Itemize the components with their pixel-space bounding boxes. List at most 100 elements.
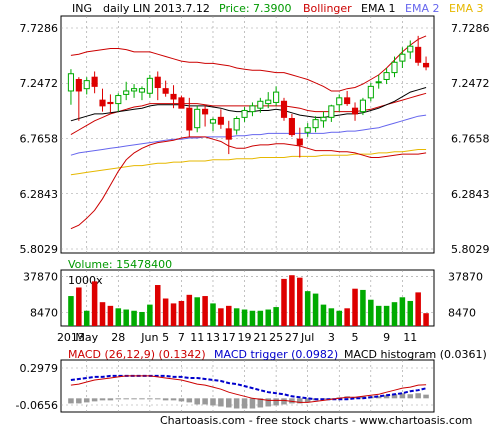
ema1-legend: EMA 1 (361, 2, 395, 15)
price-tick-right: 7.2472 (451, 77, 490, 90)
candle-body (138, 88, 146, 93)
macd-histogram-bar (241, 398, 248, 409)
macd-histogram-bar (178, 398, 185, 402)
candle-body (359, 99, 366, 113)
volume-bar (91, 281, 98, 326)
volume-bar (107, 305, 114, 326)
macd-histogram-bar (210, 398, 216, 406)
macd-histogram-bar (226, 398, 232, 408)
indicator-lines (70, 35, 427, 230)
volume-panel-frame (60, 269, 435, 327)
volume-bar (99, 302, 106, 326)
macd-histogram-bar (91, 398, 98, 402)
macd-histogram-bar (297, 398, 303, 404)
candle-body (154, 76, 161, 89)
candle-body (83, 80, 90, 90)
volume-bar (281, 278, 287, 326)
footer-text: Chartoasis.com - free stock charts - www… (160, 414, 472, 427)
volume-bar (210, 303, 216, 326)
candle-body (233, 118, 240, 131)
candle-body (422, 62, 430, 68)
candle-body (217, 116, 224, 125)
volume-label: Volume: 15478400 (68, 258, 172, 271)
candle-body (375, 81, 382, 84)
candle-body (107, 101, 114, 105)
x-tick-label: 11 (190, 331, 204, 344)
volume-bar (226, 305, 232, 326)
ema2-legend: EMA 2 (405, 2, 439, 15)
candle-body (162, 88, 169, 94)
candle-body (320, 116, 327, 122)
volume-bar (304, 291, 311, 326)
volume-bar (202, 296, 208, 326)
macd-histogram-bar (162, 398, 169, 401)
macd-histogram-bar (352, 397, 358, 399)
price-label: Price: 7.3900 (219, 2, 292, 15)
volume-bar (320, 304, 327, 326)
macd-histogram-bar (107, 398, 114, 401)
macd-histogram-bar (131, 398, 137, 400)
x-tick-label: 17 (222, 331, 236, 344)
x-tick-label: 3 (328, 331, 335, 344)
x-tick-label: Jun (140, 331, 158, 344)
macd-histogram-bar (415, 393, 421, 399)
volume-bar (375, 305, 382, 326)
price-tick-left: 7.7286 (20, 22, 59, 35)
price-tick-right: 7.7286 (451, 22, 490, 35)
candle-body (304, 127, 311, 133)
candle-body (344, 97, 351, 105)
macd-legend: MACD (26,12,9) (0.1342) (68, 348, 206, 361)
x-tick-label: 19 (238, 331, 252, 344)
macd-trigger-legend: MACD trigger (0.0982) (214, 348, 338, 361)
candle-body (391, 61, 398, 74)
volume-bar (241, 309, 248, 326)
ema3-legend: EMA 3 (449, 2, 483, 15)
volume-bar (162, 298, 169, 326)
candle-body (123, 90, 130, 95)
macd-histogram-bar (375, 396, 382, 399)
x-tick-label: 7 (178, 331, 185, 344)
volume-bar (297, 277, 303, 326)
candle-body (131, 88, 138, 92)
macd-histogram-bar (186, 398, 193, 403)
macd-histogram-bar (154, 398, 161, 400)
bollinger-mid-line (70, 92, 427, 136)
price-axis: 7.7286 7.7286 7.2472 7.2472 6.7658 6.7658 6.28… (20, 22, 490, 256)
x-tick-label: 28 (111, 331, 125, 344)
volume-bar (178, 300, 185, 326)
x-tick-label: 5 (162, 331, 169, 344)
candle-body (209, 119, 217, 124)
volume-unit: 1000x (68, 274, 103, 287)
price-tick-left: 7.2472 (20, 77, 59, 90)
x-tick-label: 2013 (57, 331, 85, 344)
volume-bar (83, 310, 90, 326)
price-tick-left: 5.8029 (20, 243, 59, 256)
x-tick-label: 27 (285, 331, 299, 344)
macd-tick-left: -0.0656 (16, 399, 58, 412)
volume-bar (115, 308, 122, 326)
volume-bar (368, 299, 374, 326)
candle-body (202, 108, 209, 115)
candle-body (75, 78, 82, 92)
candlestick-series (67, 35, 430, 158)
candle-body (288, 118, 295, 136)
volume-tick-left: 37870 (23, 271, 58, 284)
macd-histogram-bar (202, 398, 208, 405)
volume-bar (147, 304, 153, 326)
volume-bar (218, 308, 224, 326)
candle-body (249, 105, 256, 113)
candle-body (115, 95, 122, 105)
macd-histogram-bar (391, 394, 398, 399)
volume-bar (76, 287, 82, 326)
volume-bar (249, 310, 256, 326)
candle-body (383, 72, 390, 80)
x-tick-label: Jul (300, 331, 314, 344)
price-tick-right: 6.2843 (451, 188, 490, 201)
candle-body (280, 100, 288, 118)
volume-bar (360, 289, 366, 326)
candle-body (415, 46, 422, 63)
volume-bar (131, 310, 137, 326)
candle-body (194, 108, 201, 129)
macd-series (68, 374, 429, 409)
